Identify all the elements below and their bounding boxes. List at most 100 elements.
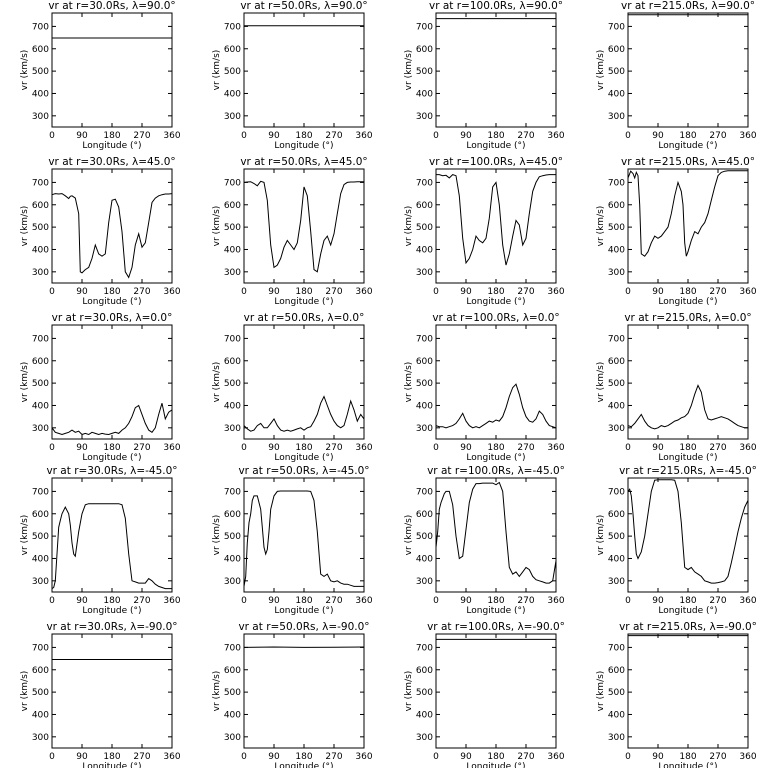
y-tick-label: 600 xyxy=(608,201,625,211)
plot-frame xyxy=(51,12,173,128)
y-axis-label: vr (km/s) xyxy=(20,206,30,247)
y-tick-label: 300 xyxy=(224,577,241,587)
plot-frame xyxy=(243,477,365,593)
y-tick-label: 600 xyxy=(224,201,241,211)
panel-7: 0 90 180 270 360 300 400 500 600 700 Longitude (°)… xyxy=(596,156,757,307)
y-axis-label: vr (km/s) xyxy=(404,206,414,247)
x-tick-label: 90 xyxy=(268,131,280,141)
y-tick-label: 500 xyxy=(416,532,433,542)
y-tick-label: 400 xyxy=(608,89,625,99)
x-axis-label: Longitude (°) xyxy=(466,453,525,463)
y-axis-label: vr (km/s) xyxy=(20,515,30,556)
x-tick-label: 180 xyxy=(295,596,312,606)
x-tick-label: 180 xyxy=(679,443,696,453)
panel-10: 0 90 180 270 360 300 400 500 600 700 Longitude (°)… xyxy=(404,312,565,463)
x-tick-label: 90 xyxy=(460,131,472,141)
x-axis-label: Longitude (°) xyxy=(274,141,333,151)
x-tick-label: 180 xyxy=(103,752,120,762)
y-tick-label: 500 xyxy=(32,688,49,698)
panel-title: vr at r=215.0Rs, λ=0.0° xyxy=(624,312,751,324)
x-tick-label: 270 xyxy=(709,131,726,141)
y-tick-label: 500 xyxy=(32,67,49,77)
plot-frame xyxy=(435,633,557,749)
plot-frame xyxy=(627,12,749,128)
y-tick-label: 600 xyxy=(224,357,241,367)
y-tick-label: 300 xyxy=(32,268,49,278)
y-tick-label: 700 xyxy=(416,643,433,653)
x-tick-label: 90 xyxy=(76,131,88,141)
x-tick-label: 0 xyxy=(625,752,631,762)
y-tick-label: 500 xyxy=(608,67,625,77)
x-tick-label: 0 xyxy=(625,287,631,297)
x-tick-label: 360 xyxy=(355,131,372,141)
y-tick-label: 700 xyxy=(608,22,625,32)
x-axis-label: Longitude (°) xyxy=(274,606,333,616)
y-tick-label: 400 xyxy=(416,554,433,564)
x-tick-label: 180 xyxy=(295,443,312,453)
y-tick-label: 500 xyxy=(416,67,433,77)
y-tick-label: 400 xyxy=(608,401,625,411)
series-line xyxy=(435,481,557,584)
series-line xyxy=(436,174,556,266)
panel-title: vr at r=30.0Rs, λ=90.0° xyxy=(48,0,175,12)
y-tick-label: 500 xyxy=(224,532,241,542)
y-axis-label: vr (km/s) xyxy=(212,362,222,403)
panel-title: vr at r=100.0Rs, λ=90.0° xyxy=(429,0,563,12)
panel-title: vr at r=50.0Rs, λ=0.0° xyxy=(244,312,365,324)
x-tick-label: 90 xyxy=(76,287,88,297)
y-axis-label: vr (km/s) xyxy=(404,362,414,403)
x-tick-label: 0 xyxy=(433,131,439,141)
y-tick-label: 300 xyxy=(224,112,241,122)
panel-title: vr at r=50.0Rs, λ=-90.0° xyxy=(238,621,369,633)
x-tick-label: 360 xyxy=(355,443,372,453)
x-tick-label: 90 xyxy=(460,443,472,453)
y-tick-label: 500 xyxy=(32,223,49,233)
y-tick-label: 400 xyxy=(416,401,433,411)
x-tick-label: 0 xyxy=(433,287,439,297)
panel-3: 0 90 180 270 360 300 400 500 600 700 Longitude (°)… xyxy=(596,0,757,151)
y-tick-label: 300 xyxy=(32,577,49,587)
x-tick-label: 270 xyxy=(133,131,150,141)
x-tick-label: 0 xyxy=(241,752,247,762)
x-tick-label: 180 xyxy=(487,443,504,453)
y-axis-label: vr (km/s) xyxy=(596,362,606,403)
x-tick-label: 270 xyxy=(517,443,534,453)
x-tick-label: 270 xyxy=(133,443,150,453)
y-tick-label: 500 xyxy=(416,379,433,389)
series-line xyxy=(243,180,364,273)
y-tick-label: 700 xyxy=(224,487,241,497)
y-tick-label: 400 xyxy=(608,710,625,720)
x-tick-label: 90 xyxy=(268,596,280,606)
y-tick-label: 400 xyxy=(32,710,49,720)
x-tick-label: 270 xyxy=(325,287,342,297)
x-tick-label: 90 xyxy=(460,596,472,606)
y-tick-label: 500 xyxy=(32,379,49,389)
panel-title: vr at r=215.0Rs, λ=90.0° xyxy=(621,0,755,12)
x-tick-label: 270 xyxy=(517,131,534,141)
y-axis-label: vr (km/s) xyxy=(212,50,222,91)
x-tick-label: 0 xyxy=(625,443,631,453)
x-tick-label: 180 xyxy=(103,596,120,606)
x-tick-label: 0 xyxy=(433,596,439,606)
x-tick-label: 360 xyxy=(739,596,756,606)
y-axis-label: vr (km/s) xyxy=(20,50,30,91)
x-tick-label: 270 xyxy=(517,287,534,297)
y-tick-label: 300 xyxy=(224,424,241,434)
x-tick-label: 180 xyxy=(295,752,312,762)
panel-13: 0 90 180 270 360 300 400 500 600 700 Longitude (°)… xyxy=(212,465,373,616)
x-tick-label: 270 xyxy=(709,752,726,762)
panel-17: 0 90 180 270 360 300 400 500 600 700 Longitude (°)… xyxy=(212,621,373,768)
x-tick-label: 360 xyxy=(163,287,180,297)
x-tick-label: 180 xyxy=(487,752,504,762)
y-tick-label: 300 xyxy=(608,424,625,434)
x-tick-label: 90 xyxy=(652,596,664,606)
x-axis-label: Longitude (°) xyxy=(82,297,141,307)
panel-title: vr at r=100.0Rs, λ=-45.0° xyxy=(427,465,565,477)
panel-19: 0 90 180 270 360 300 400 500 600 700 Longitude (°)… xyxy=(596,621,757,768)
x-tick-label: 180 xyxy=(295,287,312,297)
y-axis-label: vr (km/s) xyxy=(20,671,30,712)
y-tick-label: 700 xyxy=(608,643,625,653)
x-tick-label: 0 xyxy=(49,596,55,606)
y-tick-label: 600 xyxy=(416,357,433,367)
